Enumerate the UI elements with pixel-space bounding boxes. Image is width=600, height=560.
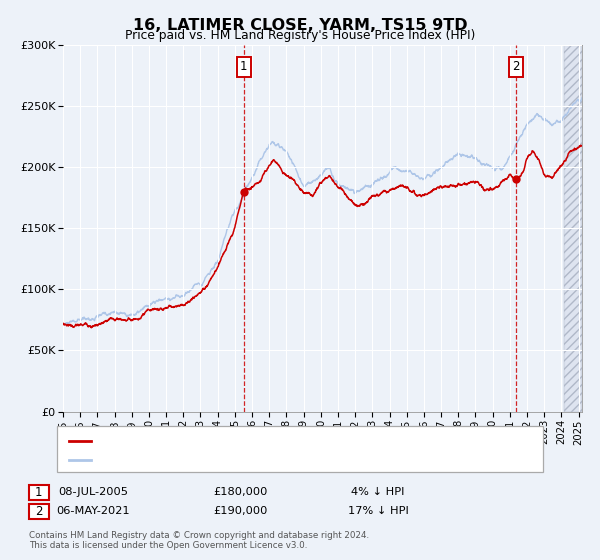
Text: Price paid vs. HM Land Registry's House Price Index (HPI): Price paid vs. HM Land Registry's House … <box>125 29 475 42</box>
Text: HPI: Average price, detached house, Stockton-on-Tees: HPI: Average price, detached house, Stoc… <box>95 455 376 465</box>
Text: 06-MAY-2021: 06-MAY-2021 <box>56 506 130 516</box>
Text: 1: 1 <box>240 60 248 73</box>
Text: 4% ↓ HPI: 4% ↓ HPI <box>351 487 405 497</box>
Text: 17% ↓ HPI: 17% ↓ HPI <box>347 506 409 516</box>
Bar <box>564 45 582 412</box>
Text: 2: 2 <box>512 60 520 73</box>
Text: This data is licensed under the Open Government Licence v3.0.: This data is licensed under the Open Gov… <box>29 541 307 550</box>
Text: Contains HM Land Registry data © Crown copyright and database right 2024.: Contains HM Land Registry data © Crown c… <box>29 531 369 540</box>
Text: 2: 2 <box>35 505 43 518</box>
Text: 16, LATIMER CLOSE, YARM, TS15 9TD: 16, LATIMER CLOSE, YARM, TS15 9TD <box>133 18 467 33</box>
Text: 16, LATIMER CLOSE, YARM, TS15 9TD (detached house): 16, LATIMER CLOSE, YARM, TS15 9TD (detac… <box>95 436 383 446</box>
Text: £190,000: £190,000 <box>213 506 267 516</box>
Text: 1: 1 <box>35 486 43 499</box>
Bar <box>564 45 582 412</box>
Text: 08-JUL-2005: 08-JUL-2005 <box>58 487 128 497</box>
Text: £180,000: £180,000 <box>213 487 267 497</box>
